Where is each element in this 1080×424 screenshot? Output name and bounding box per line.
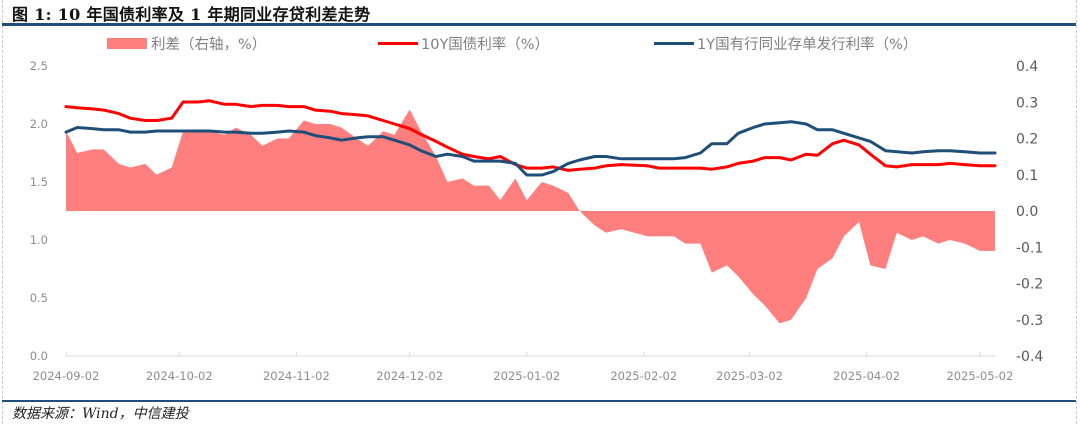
left-tick-label: 0.5 [30, 291, 48, 305]
left-axis-ticks: 0.0 0.5 1.0 1.5 2.0 2.5 [30, 59, 48, 363]
chart-plot-area: 0.00.51.01.52.02.5 -0.4-0.3-0.2-0.10.00.… [30, 59, 1044, 383]
x-axis-ticks: 2024-09-02 2024-10-02 2024-11-02 2024-12-02… [33, 352, 1013, 383]
ncd1y-line [64, 120, 997, 177]
right-tick-label: 0.2 [1016, 132, 1038, 148]
x-tick-label: 2024-09-02 [33, 369, 100, 383]
line-series [64, 99, 997, 177]
source-note: 数据来源：Wind，中信建投 [12, 406, 189, 422]
right-tick-label: 0.4 [1016, 59, 1038, 75]
x-tick-label: 2025-05-02 [946, 369, 1013, 383]
left-tick-label: 0.0 [30, 349, 48, 363]
legend-item-cgb10y: 10Y国债利率（%） [378, 32, 549, 54]
right-tick-label: 0.0 [1016, 204, 1038, 220]
legend-label: 1Y国有行同业存单发行利率（%） [697, 36, 918, 53]
left-tick-label: 1.0 [30, 233, 48, 247]
x-tick-label: 2025-03-02 [716, 369, 783, 383]
spread-area-series [66, 109, 995, 324]
left-tick-label: 1.5 [30, 175, 48, 189]
left-tick-label: 2.0 [30, 117, 48, 131]
left-tick-label: 2.5 [30, 59, 48, 73]
right-tick-label: -0.2 [1016, 277, 1043, 293]
legend-label: 利差（右轴，%） [151, 36, 267, 53]
chart-title: 图 1: 10 年国债利率及 1 年期同业存贷利差走势 [12, 5, 371, 24]
x-tick-label: 2025-02-02 [610, 369, 677, 383]
right-axis-ticks: -0.4 -0.3 -0.2 -0.1 0.0 0.1 0.2 0.3 0.4 [1016, 59, 1043, 365]
x-tick-label: 2024-12-02 [376, 369, 443, 383]
legend-item-ncd1y: 1Y国有行同业存单发行利率（%） [654, 32, 917, 54]
legend-label: 10Y国债利率（%） [421, 36, 550, 53]
spread-area [66, 109, 995, 324]
x-tick-label: 2025-01-02 [493, 369, 560, 383]
right-tick-label: 0.3 [1016, 95, 1038, 111]
frame-right-border [1076, 0, 1077, 424]
right-tick-label: 0.1 [1016, 168, 1038, 184]
title-rule [2, 23, 1076, 26]
legend-line-swatch [654, 41, 694, 45]
right-tick-label: -0.4 [1016, 349, 1043, 365]
right-tick-label: -0.1 [1016, 240, 1043, 256]
x-tick-label: 2024-10-02 [146, 369, 213, 383]
legend-line-swatch [378, 41, 418, 45]
x-tick-label: 2024-11-02 [263, 369, 330, 383]
frame-left-border [2, 0, 3, 424]
cgb10y-line [64, 99, 997, 172]
x-tick-label: 2025-04-02 [833, 369, 900, 383]
legend-area-swatch [107, 37, 147, 49]
source-rule [2, 400, 1076, 402]
legend-item-spread: 利差（右轴，%） [107, 32, 266, 54]
right-tick-label: -0.3 [1016, 313, 1043, 329]
